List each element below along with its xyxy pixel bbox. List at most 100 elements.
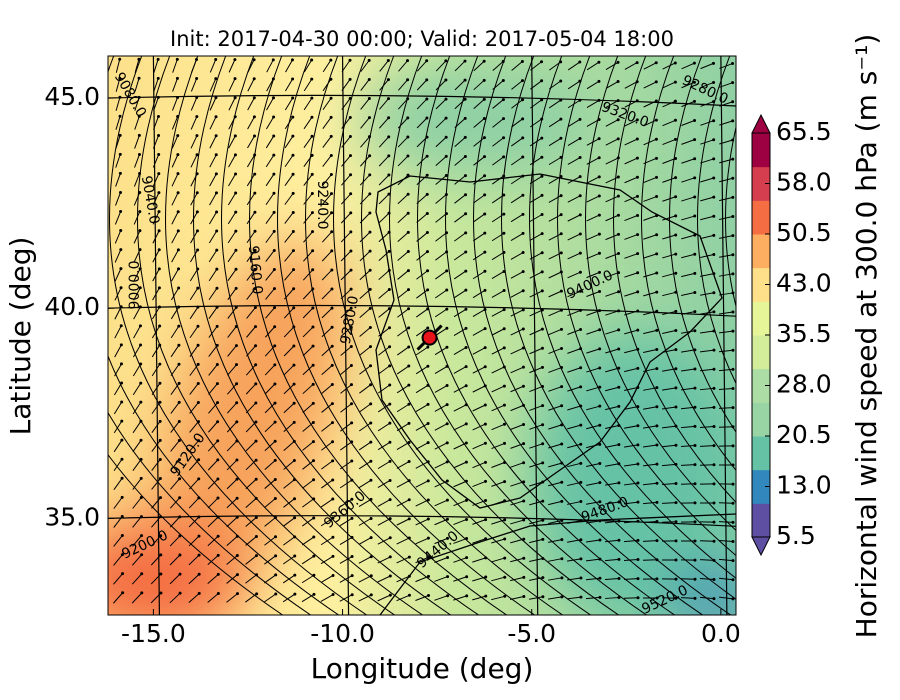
wind-arrow	[718, 407, 734, 409]
wind-arrow	[662, 196, 676, 202]
wind-arrow	[453, 327, 467, 337]
wind-arrow	[699, 445, 715, 447]
wind-arrow-head	[234, 305, 238, 309]
wind-arrow	[209, 59, 217, 73]
wind-arrow-head	[712, 425, 716, 429]
wind-arrow-head	[712, 119, 716, 123]
contour-line	[165, 56, 424, 615]
wind-arrow	[662, 349, 676, 353]
wind-arrow-head	[406, 173, 410, 177]
wind-arrow-head	[712, 157, 716, 161]
wind-arrow	[680, 464, 696, 466]
wind-arrow-head	[579, 366, 583, 370]
wind-arrow	[172, 59, 178, 73]
contour-line	[249, 56, 508, 615]
wind-arrow-head	[388, 498, 392, 502]
wind-arrow-head	[463, 97, 467, 101]
wind-arrow-head	[521, 212, 525, 216]
wind-arrow-head	[157, 153, 161, 157]
wind-arrow-head	[597, 156, 601, 160]
wind-arrow	[339, 594, 353, 602]
wind-arrow-head	[349, 325, 353, 329]
wind-arrow-head	[731, 329, 735, 333]
wind-arrow-head	[388, 383, 392, 387]
wind-arrow	[397, 193, 409, 205]
wind-arrow	[662, 234, 676, 240]
wind-arrow	[397, 251, 409, 261]
wind-arrow-head	[368, 249, 372, 253]
wind-arrow-head	[197, 439, 201, 443]
wind-arrow-head	[616, 137, 620, 141]
wind-arrow-head	[712, 291, 716, 295]
wind-arrow	[566, 596, 582, 600]
wind-arrow-head	[274, 554, 278, 558]
wind-arrow	[246, 192, 256, 206]
wind-arrow-head	[674, 214, 678, 218]
wind-arrow-head	[271, 77, 275, 81]
wind-arrow	[227, 383, 237, 395]
wind-arrow	[605, 176, 619, 184]
wind-arrow	[284, 269, 294, 281]
wind-arrow-head	[426, 498, 430, 502]
wind-arrow-head	[349, 230, 353, 234]
wind-arrow	[453, 251, 467, 261]
wind-arrow-head	[349, 249, 353, 253]
wind-arrow-head	[425, 173, 429, 177]
wind-arrow-head	[215, 382, 219, 386]
wind-arrow	[151, 478, 161, 490]
wind-arrow	[586, 367, 600, 373]
wind-arrow	[548, 519, 562, 525]
wind-arrow	[642, 540, 658, 542]
wind-arrow-head	[501, 117, 505, 121]
wind-arrow-head	[406, 192, 410, 196]
wind-arrow	[190, 192, 198, 206]
wind-arrow	[282, 593, 296, 603]
wind-arrow-head	[253, 191, 257, 195]
wind-arrow	[662, 119, 676, 127]
wind-arrow	[358, 594, 372, 602]
wind-arrow-head	[674, 290, 678, 294]
wind-arrow	[246, 230, 256, 244]
wind-arrow	[228, 97, 236, 111]
wind-arrow-head	[349, 211, 353, 215]
wind-arrow-head	[731, 520, 735, 524]
wind-arrow-head	[540, 98, 544, 102]
wind-arrow	[661, 406, 677, 410]
wind-arrow-head	[215, 248, 219, 252]
wind-arrow	[643, 348, 657, 354]
wind-arrow	[322, 212, 332, 224]
wind-arrow	[377, 594, 391, 602]
wind-arrow	[642, 559, 658, 561]
wind-arrow	[228, 154, 236, 168]
wind-arrow	[529, 366, 543, 374]
wind-arrow-head	[331, 516, 335, 520]
wind-arrow	[264, 383, 276, 395]
wind-arrow-head	[216, 592, 220, 596]
wind-arrow	[113, 458, 123, 472]
wind-arrow	[510, 252, 524, 260]
wind-arrow-head	[292, 306, 296, 310]
wind-arrow-head	[386, 59, 390, 63]
wind-arrow	[303, 78, 313, 92]
wind-arrow	[643, 62, 657, 70]
wind-arrow-head	[655, 539, 659, 543]
wind-arrow-head	[407, 498, 411, 502]
wind-arrow	[302, 364, 314, 376]
wind-arrow-head	[293, 516, 297, 520]
wind-arrow-head	[559, 232, 563, 236]
wind-arrow-head	[388, 574, 392, 578]
wind-arrow	[415, 327, 429, 337]
wind-arrow	[302, 326, 314, 338]
wind-arrow	[227, 288, 237, 300]
wind-arrow	[171, 211, 179, 225]
wind-arrow-head	[330, 363, 334, 367]
wind-arrow-head	[502, 269, 506, 273]
wind-arrow-head	[158, 381, 162, 385]
grid-line	[720, 55, 728, 616]
wind-arrow	[263, 593, 277, 603]
wind-arrow-head	[425, 211, 429, 215]
wind-arrow	[322, 136, 332, 148]
wind-arrow-head	[407, 479, 411, 483]
wind-arrow	[246, 307, 256, 319]
wind-arrow-head	[197, 496, 201, 500]
